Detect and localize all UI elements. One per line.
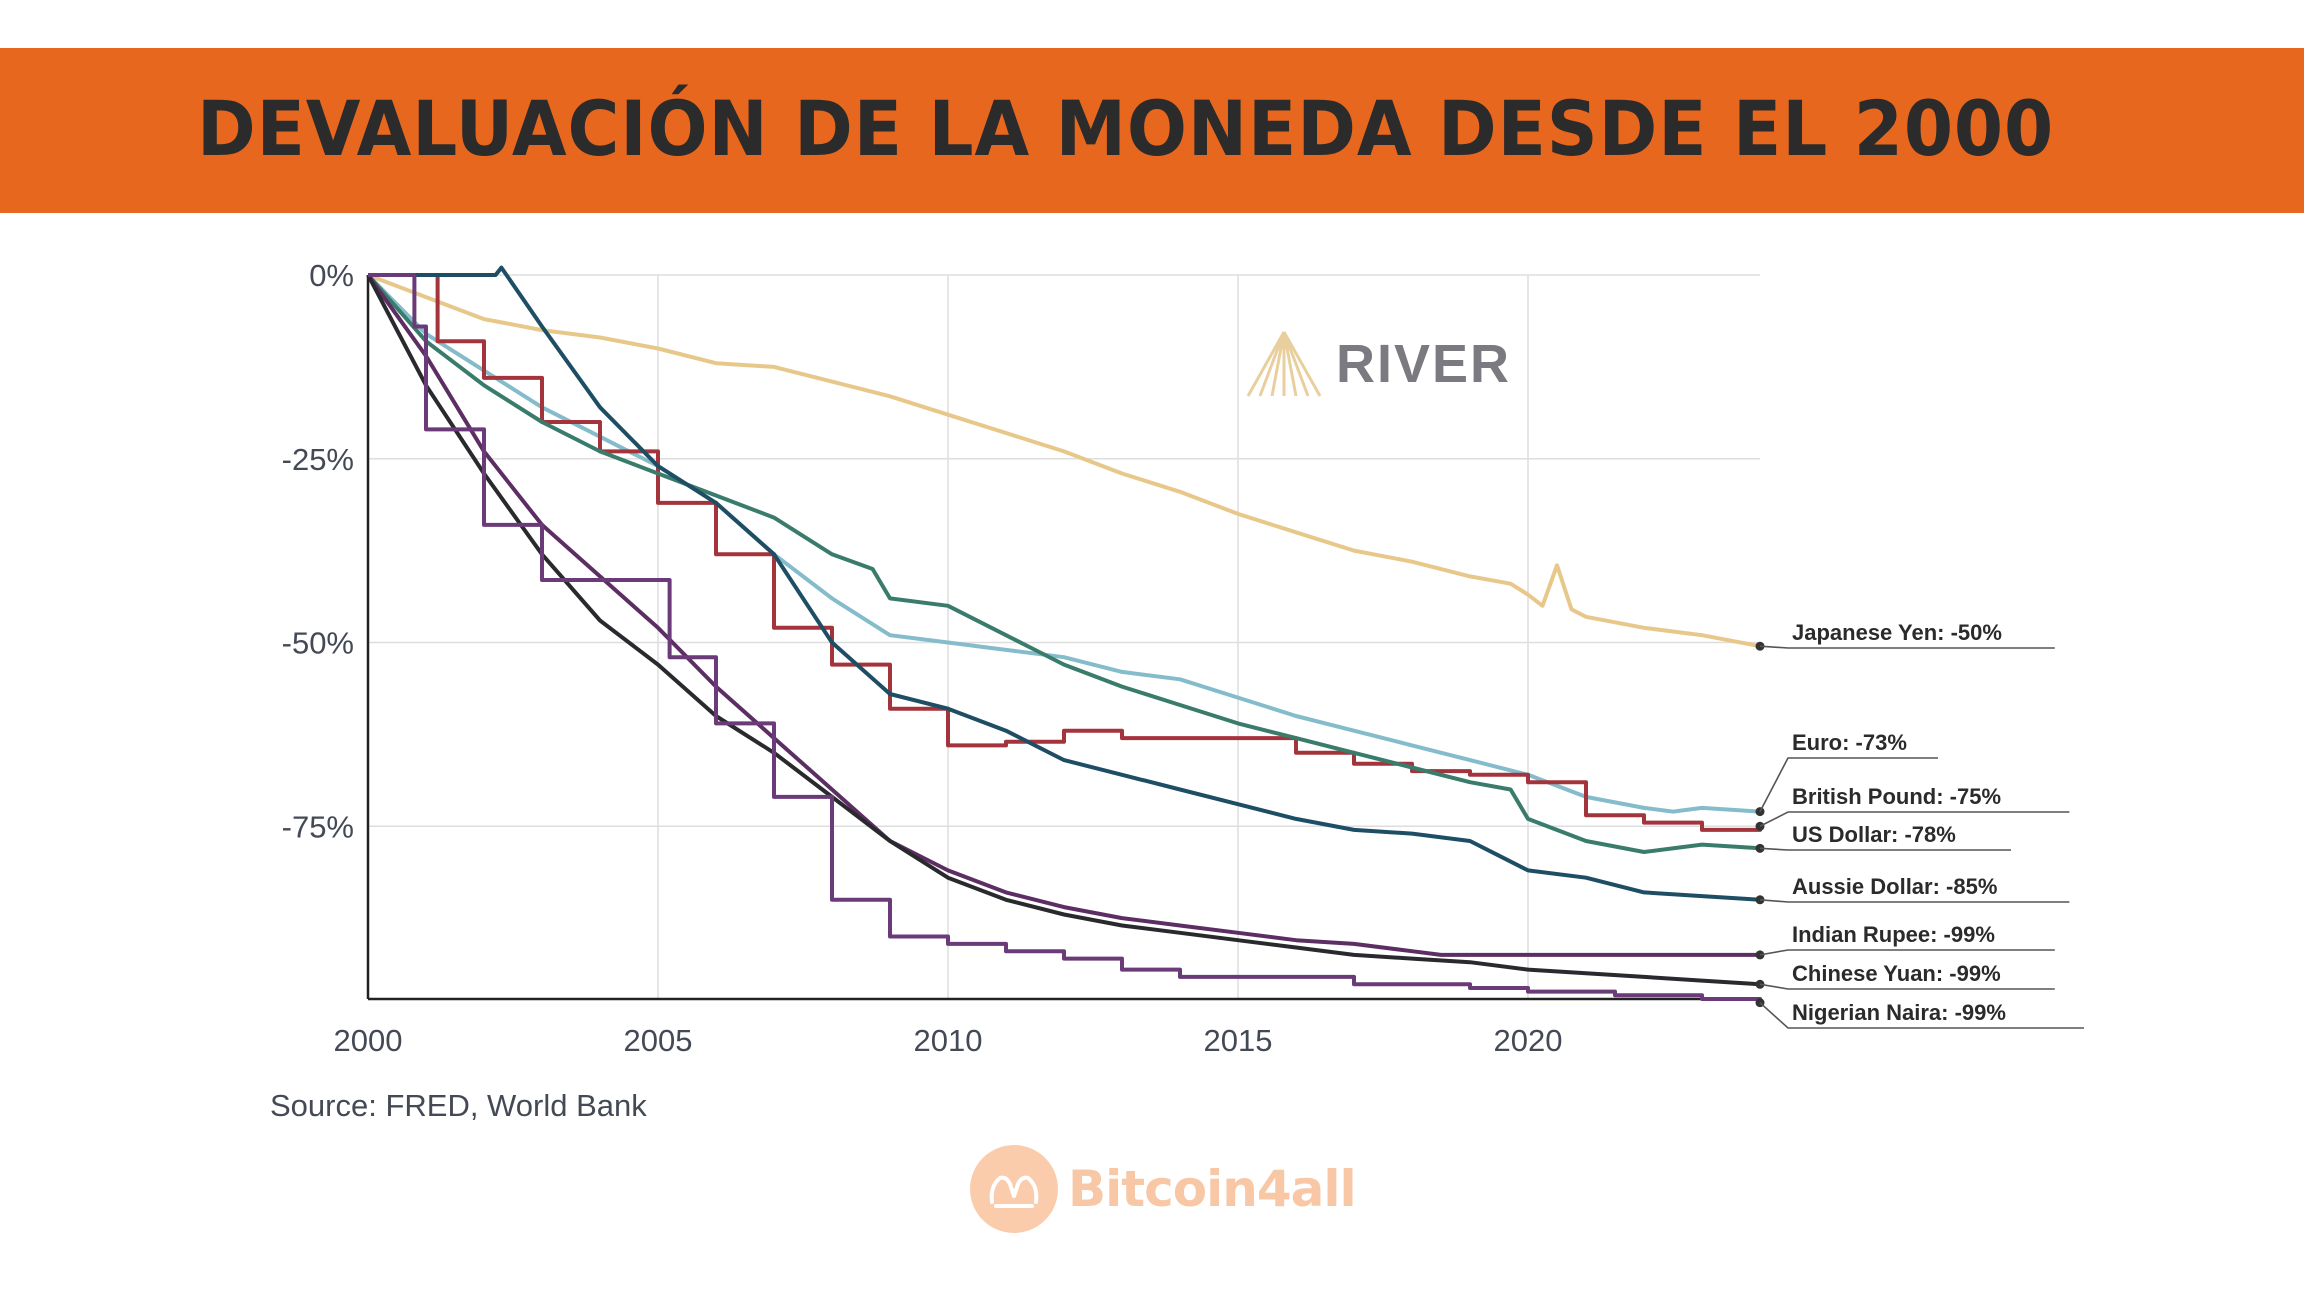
bitcoin4all-watermark: Bitcoin4all [970,1145,1357,1233]
y-tick-label: -50% [282,626,354,661]
end-label: US Dollar: -78% [1792,822,1956,847]
x-tick-label: 2000 [334,1023,403,1058]
series-line-japanese-yen [367,273,1761,649]
series-line-british-pound [368,273,1762,832]
series-line-chinese-yuan [366,274,1761,987]
bitcoin4all-wordmark: Bitcoin4all [1068,1160,1357,1218]
axis-layer: 0% -25% -50% -75% 2000 2005 2010 2015 2020 [282,258,1760,1058]
page-title: DEVALUACIÓN DE LA MONEDA DESDE EL 2000 [197,84,2055,173]
series-line-indian-rupee [366,273,1760,957]
end-label-leader [1759,757,1938,812]
end-label-layer: Japanese Yen: -50% Euro: -73% British Poun… [1755,620,2084,1029]
series-layer [366,265,1762,1003]
end-label: Aussie Dollar: -85% [1792,874,1997,899]
x-tick-label: 2015 [1204,1023,1273,1058]
y-tick-label: 0% [309,258,354,293]
end-label-leader [1759,811,2070,827]
series-line-nigerian-naira [368,273,1762,1003]
end-label: British Pound: -75% [1792,784,2001,809]
end-label-leader [1759,983,2055,990]
grid-layer [367,274,1760,999]
y-tick-label: -75% [282,809,354,844]
bitcoin4all-logo-icon [970,1145,1058,1233]
river-wordmark: RIVER [1336,334,1512,394]
end-label: Euro: -73% [1792,730,1907,755]
end-label-leader [1759,847,2011,851]
title-banner: DEVALUACIÓN DE LA MONEDA DESDE EL 2000 [0,48,2304,213]
end-label-leader [1759,645,2055,649]
end-label-leader [1759,1002,2084,1029]
series-line-us-dollar [366,273,1761,854]
series-line-euro [366,273,1761,814]
river-watermark: RIVER [1246,330,1511,398]
series-line-aussie-dollar [368,265,1761,902]
end-label: Indian Rupee: -99% [1792,922,1995,947]
y-tick-label: -25% [282,442,354,477]
source-note: Source: FRED, World Bank [270,1088,647,1123]
end-label: Chinese Yuan: -99% [1792,961,2001,986]
x-tick-label: 2005 [624,1023,693,1058]
end-label-leader [1759,949,2055,956]
end-label: Japanese Yen: -50% [1792,620,2002,645]
end-label-leader [1759,898,2070,903]
x-tick-label: 2010 [914,1023,983,1058]
end-label: Nigerian Naira: -99% [1792,1000,2006,1025]
river-logo-icon [1246,331,1322,397]
x-tick-label: 2020 [1494,1023,1563,1058]
